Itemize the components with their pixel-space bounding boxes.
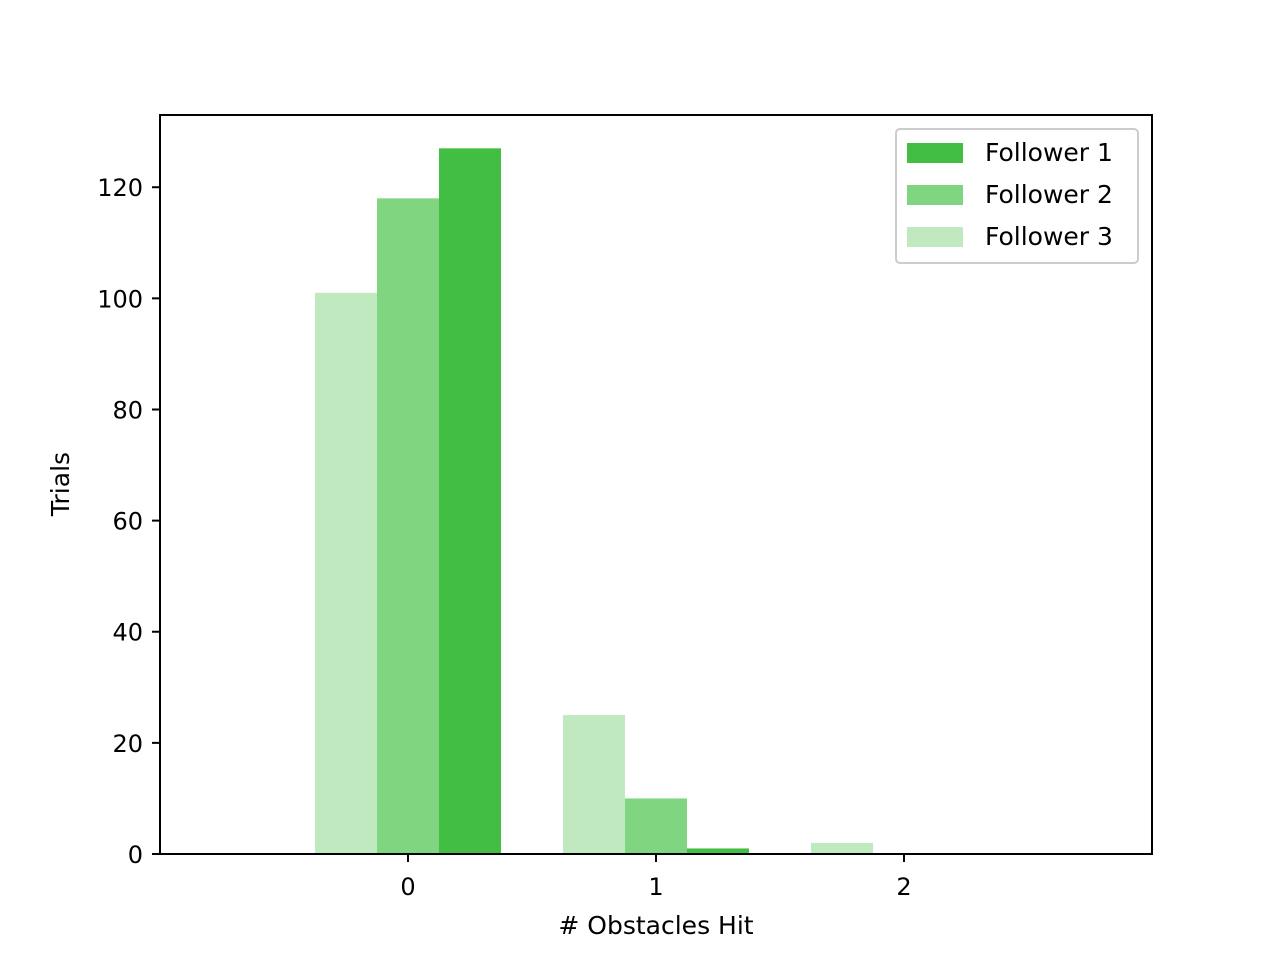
legend-label-follower-1: Follower 1	[985, 138, 1113, 167]
y-tick-label: 120	[97, 174, 143, 202]
y-tick-label: 60	[112, 508, 143, 536]
legend-swatch-follower-3	[907, 227, 963, 247]
bar-follower-3-cat-0	[315, 292, 377, 854]
x-tick-label: 0	[400, 873, 415, 901]
y-axis-label: Trials	[46, 452, 75, 517]
y-tick-label: 0	[128, 841, 143, 869]
y-tick-label: 40	[112, 619, 143, 647]
y-tick-label: 80	[112, 396, 143, 424]
x-axis-ticks: 0 1 2	[400, 854, 912, 901]
x-tick-label: 2	[896, 873, 911, 901]
bar-follower-2-cat-0	[377, 198, 439, 854]
legend-swatch-follower-1	[907, 143, 963, 163]
bar-follower-3-cat-1	[563, 715, 625, 854]
legend: Follower 1 Follower 2 Follower 3	[895, 128, 1139, 264]
y-axis-ticks: 0 20 40 60 80 100 120	[97, 174, 160, 869]
y-tick-label: 100	[97, 285, 143, 313]
bar-follower-1-cat-0	[439, 148, 501, 854]
legend-label-follower-2: Follower 2	[985, 180, 1113, 209]
bar-follower-2-cat-1	[625, 798, 687, 854]
bars-group	[315, 148, 873, 854]
bar-follower-1-cat-1	[687, 848, 749, 854]
x-tick-label: 1	[648, 873, 663, 901]
x-axis-label: # Obstacles Hit	[558, 911, 753, 940]
y-tick-label: 20	[112, 730, 143, 758]
bar-follower-3-cat-2	[811, 842, 873, 854]
legend-swatch-follower-2	[907, 185, 963, 205]
legend-label-follower-3: Follower 3	[985, 222, 1113, 251]
